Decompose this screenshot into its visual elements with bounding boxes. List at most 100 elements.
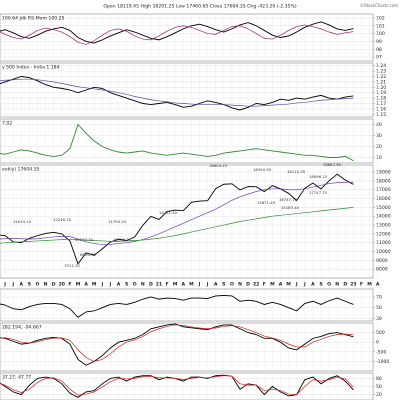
x-tick-label: M xyxy=(173,282,178,288)
annotation: 7511.10 xyxy=(64,263,80,268)
annotation: 11034.10 xyxy=(13,219,32,224)
x-tick-label: J xyxy=(11,282,14,288)
x-tick-label: S xyxy=(125,282,128,288)
panel-frame xyxy=(0,118,374,164)
series-line xyxy=(0,375,354,396)
y-tick-label: 1.18 xyxy=(376,96,386,102)
y-tick-label: 99 xyxy=(376,39,382,45)
x-tick-label: J xyxy=(206,282,209,288)
x-tick-label: J xyxy=(295,282,298,288)
x-tick-label: 20 xyxy=(59,282,65,288)
y-tick-label: 40 xyxy=(376,122,382,128)
y-tick-label: 13000 xyxy=(376,223,391,229)
y-tick-label: 11000 xyxy=(376,240,391,246)
x-tick-label: A xyxy=(311,282,315,288)
credit: ©StockCharts.com xyxy=(360,3,398,8)
x-tick-label: D xyxy=(149,282,153,288)
panel-label: y 500 Index - India 1.184 xyxy=(2,65,60,71)
x-tick-label: M xyxy=(286,282,291,288)
y-tick-label: 1.15 xyxy=(376,112,386,118)
y-tick-label: 1.22 xyxy=(376,74,386,80)
panel-frame xyxy=(0,322,374,372)
y-tick-label: 16000 xyxy=(376,196,391,202)
y-tick-label: 30 xyxy=(376,316,382,322)
panel-label: eekly) 17604.35 xyxy=(2,167,40,173)
panel-frame xyxy=(0,288,374,322)
x-tick-label: D xyxy=(52,282,56,288)
x-tick-label: A xyxy=(20,282,24,288)
y-tick-label: 30 xyxy=(376,133,382,139)
panel-frame xyxy=(0,164,374,279)
x-tick-label: M xyxy=(92,282,97,288)
series-line xyxy=(0,324,354,362)
series-line xyxy=(0,207,354,244)
x-tick-label: J xyxy=(3,282,6,288)
x-tick-label: A xyxy=(279,282,283,288)
y-tick-label: 19000 xyxy=(376,170,391,176)
y-tick-label: 80 xyxy=(376,376,382,382)
annotation: 11794.25 xyxy=(108,219,127,224)
x-tick-label: D xyxy=(343,282,347,288)
series-line xyxy=(0,78,354,107)
y-tick-label: 50 xyxy=(376,305,382,311)
x-tick-label: J xyxy=(109,282,112,288)
y-tick-label: 12000 xyxy=(376,231,391,237)
x-tick-label: 21 xyxy=(156,282,162,288)
y-tick-label: 1.17 xyxy=(376,101,386,107)
y-tick-label: 70 xyxy=(376,295,382,301)
series-line xyxy=(0,21,354,44)
y-tick-label: 1.16 xyxy=(376,106,386,112)
panel-label: 7.02 xyxy=(2,121,12,127)
x-tick-label: O xyxy=(230,282,234,288)
x-tick-label: D xyxy=(246,282,250,288)
x-tick-label: F xyxy=(263,282,266,288)
y-tick-label: 500 xyxy=(376,330,385,336)
y-tick-label: 1.20 xyxy=(376,85,386,91)
x-tick-label: A xyxy=(182,282,186,288)
x-tick-label: J xyxy=(198,282,201,288)
y-tick-label: 15000 xyxy=(376,205,391,211)
y-tick-label: 14000 xyxy=(376,214,391,220)
y-tick-label: 1.19 xyxy=(376,90,386,96)
y-tick-label: 20 xyxy=(376,144,382,150)
x-tick-label: A xyxy=(376,282,380,288)
x-tick-label: N xyxy=(238,282,242,288)
y-tick-label: 1.24 xyxy=(376,63,386,69)
annotation: 18096.15 xyxy=(309,174,328,179)
x-tick-label: F xyxy=(360,282,363,288)
x-tick-label: 23 xyxy=(350,282,356,288)
annotation: 10032.30 xyxy=(75,237,94,242)
panel-label: 282.194, -94.667 xyxy=(2,325,42,331)
annotation: 18887.60 xyxy=(323,162,342,167)
y-tick-label: 1.23 xyxy=(376,69,386,75)
panel-label: 100.64 Jdk RS-Mom 100.25 xyxy=(2,16,65,22)
x-tick-label: 22 xyxy=(253,282,259,288)
y-tick-label: 50 xyxy=(376,384,382,390)
x-tick-label: A xyxy=(214,282,218,288)
y-tick-label: 101 xyxy=(376,23,385,29)
x-tick-label: J xyxy=(100,282,103,288)
x-tick-label: N xyxy=(141,282,145,288)
series-line xyxy=(0,323,354,366)
x-tick-label: A xyxy=(84,282,88,288)
annotation: 12246.70 xyxy=(53,217,72,222)
x-tick-label: O xyxy=(133,282,137,288)
x-tick-label: S xyxy=(28,282,31,288)
y-tick-label: 9000 xyxy=(376,258,388,264)
series-line xyxy=(0,173,354,265)
y-tick-label: 20 xyxy=(376,392,382,398)
annotation: 10790.25 xyxy=(113,237,132,242)
annotation: 8806.75 xyxy=(80,252,96,257)
x-tick-label: J xyxy=(303,282,306,288)
y-tick-label: 8000 xyxy=(376,267,388,273)
y-tick-label: 102 xyxy=(376,15,385,21)
annotation: 14151.40 xyxy=(159,210,178,215)
y-tick-label: 97 xyxy=(376,55,382,61)
x-tick-label: M xyxy=(270,282,275,288)
series-line xyxy=(0,294,354,318)
x-tick-label: M xyxy=(76,282,81,288)
y-tick-label: 100 xyxy=(376,31,385,37)
y-tick-label: -500 xyxy=(376,349,387,355)
